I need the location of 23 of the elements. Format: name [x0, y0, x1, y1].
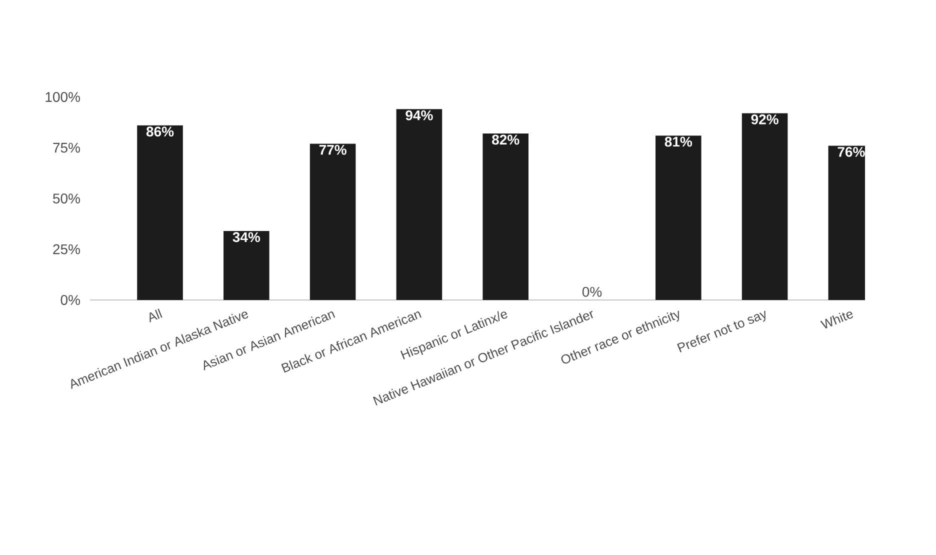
data-label: 0% [582, 286, 602, 297]
data-label: 94% [406, 110, 433, 120]
y-tick-label: 100% [46, 92, 80, 102]
data-label: 82% [492, 134, 520, 145]
bar [396, 109, 442, 300]
data-label: 92% [751, 114, 778, 124]
bar [224, 230, 270, 300]
data-label: 77% [319, 144, 346, 155]
y-tick-label: 0% [60, 295, 80, 305]
data-label: 86% [146, 126, 174, 137]
x-tick-label: All [150, 308, 162, 322]
data-label: 34% [232, 232, 260, 242]
y-tick-label: 25% [53, 244, 80, 254]
bar [137, 125, 183, 300]
x-tick-label: White [820, 312, 853, 328]
y-tick-label: 75% [53, 142, 80, 153]
data-label: 81% [664, 136, 692, 147]
bar [656, 136, 702, 300]
bar [310, 144, 356, 300]
bar [742, 113, 788, 300]
y-tick-label: 50% [53, 194, 80, 204]
data-label: 76% [838, 146, 865, 157]
bar [482, 134, 528, 300]
